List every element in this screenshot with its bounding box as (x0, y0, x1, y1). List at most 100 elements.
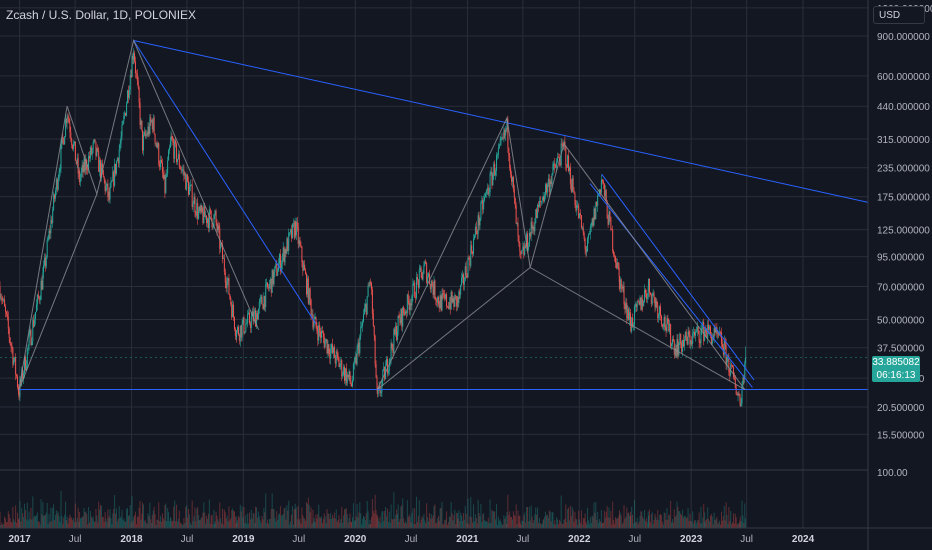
volume-bar (575, 518, 577, 528)
volume-bar (161, 513, 163, 528)
candle-body (480, 202, 482, 219)
volume-bar (534, 514, 536, 528)
volume-bar (648, 515, 650, 528)
candle-body (109, 187, 111, 200)
candle-body (588, 233, 590, 235)
candle-body (512, 177, 514, 190)
volume-bar (477, 499, 479, 528)
volume-bar (344, 508, 346, 528)
candle-body (89, 147, 91, 159)
volume-bar (379, 516, 381, 528)
volume-bar (460, 512, 462, 528)
candle-body (209, 209, 211, 211)
volume-bar (543, 518, 545, 528)
candle-body (470, 245, 472, 266)
candle-body (641, 299, 643, 310)
candle-body (382, 370, 384, 382)
candle-body (649, 292, 651, 295)
volume-bar (226, 515, 228, 528)
candle-body (293, 223, 295, 238)
volume-bar (221, 523, 223, 528)
candle-body (518, 235, 520, 244)
volume-bar (620, 515, 622, 528)
volume-bar (363, 516, 365, 528)
candle-body (657, 305, 659, 319)
candle-body (88, 156, 90, 159)
volume-bar (510, 516, 512, 528)
candle-body (720, 331, 722, 333)
volume-bar (180, 523, 182, 528)
volume-bar (533, 519, 535, 528)
volume-bar (738, 523, 740, 528)
candle-body (53, 194, 55, 211)
candle-body (103, 177, 105, 180)
currency-selector[interactable]: USD (873, 6, 925, 24)
volume-bar (358, 512, 360, 528)
volume-bar (707, 507, 709, 528)
volume-bar (661, 521, 663, 528)
volume-bar (455, 524, 457, 528)
candle-body (195, 212, 197, 216)
candle-body (595, 201, 597, 220)
candle-body (507, 119, 509, 148)
volume-bar (732, 522, 734, 528)
pattern-line (529, 267, 746, 390)
volume-bar (421, 516, 423, 528)
volume-bar (736, 524, 738, 528)
volume-bar (238, 517, 240, 528)
candle-body (122, 121, 124, 125)
volume-bar (106, 522, 108, 528)
candle-body (16, 374, 18, 377)
candle-body (332, 347, 334, 353)
volume-bar (692, 511, 694, 528)
volume-bar (580, 510, 582, 528)
candle-body (400, 309, 402, 324)
volume-bar (442, 524, 444, 528)
volume-bar (225, 518, 227, 528)
volume-bar (183, 518, 185, 528)
candle-body (573, 191, 575, 194)
candle-body (472, 251, 474, 254)
candle-body (289, 232, 291, 234)
candle-body (516, 222, 518, 224)
candle-body (72, 144, 74, 149)
volume-bar (315, 514, 317, 528)
candle-body (330, 349, 332, 359)
candle-body (509, 156, 511, 168)
volume-bar (494, 511, 496, 528)
volume-bar (587, 507, 589, 528)
volume-bar (11, 522, 13, 528)
candle-body (65, 119, 67, 137)
volume-bar (292, 524, 294, 528)
volume-bar (98, 501, 100, 528)
candle-body (198, 210, 200, 219)
candle-body (658, 314, 660, 319)
volume-bar (735, 517, 737, 528)
volume-bar (136, 516, 138, 528)
volume-bar (265, 493, 267, 528)
volume-bar (459, 521, 461, 528)
time-tick-label: Jul (628, 534, 641, 545)
candle-body (169, 141, 171, 148)
candle-body (484, 193, 486, 197)
volume-bar (606, 506, 608, 528)
volume-bar (229, 520, 231, 528)
volume-bar (267, 519, 269, 528)
volume-bar (679, 511, 681, 528)
volume-bar (351, 517, 353, 528)
volume-bar (291, 505, 293, 528)
candle-body (14, 357, 16, 360)
candle-body (149, 117, 151, 135)
drawing-annotations[interactable] (0, 38, 869, 390)
candle-body (440, 295, 442, 311)
volume-bar (51, 521, 53, 528)
candle-body (226, 280, 228, 289)
volume-bar (276, 511, 278, 528)
volume-bar (732, 513, 734, 528)
candle-body (416, 277, 418, 298)
volume-bar (402, 498, 404, 528)
volume-bar (607, 517, 609, 528)
volume-bar (521, 520, 523, 528)
